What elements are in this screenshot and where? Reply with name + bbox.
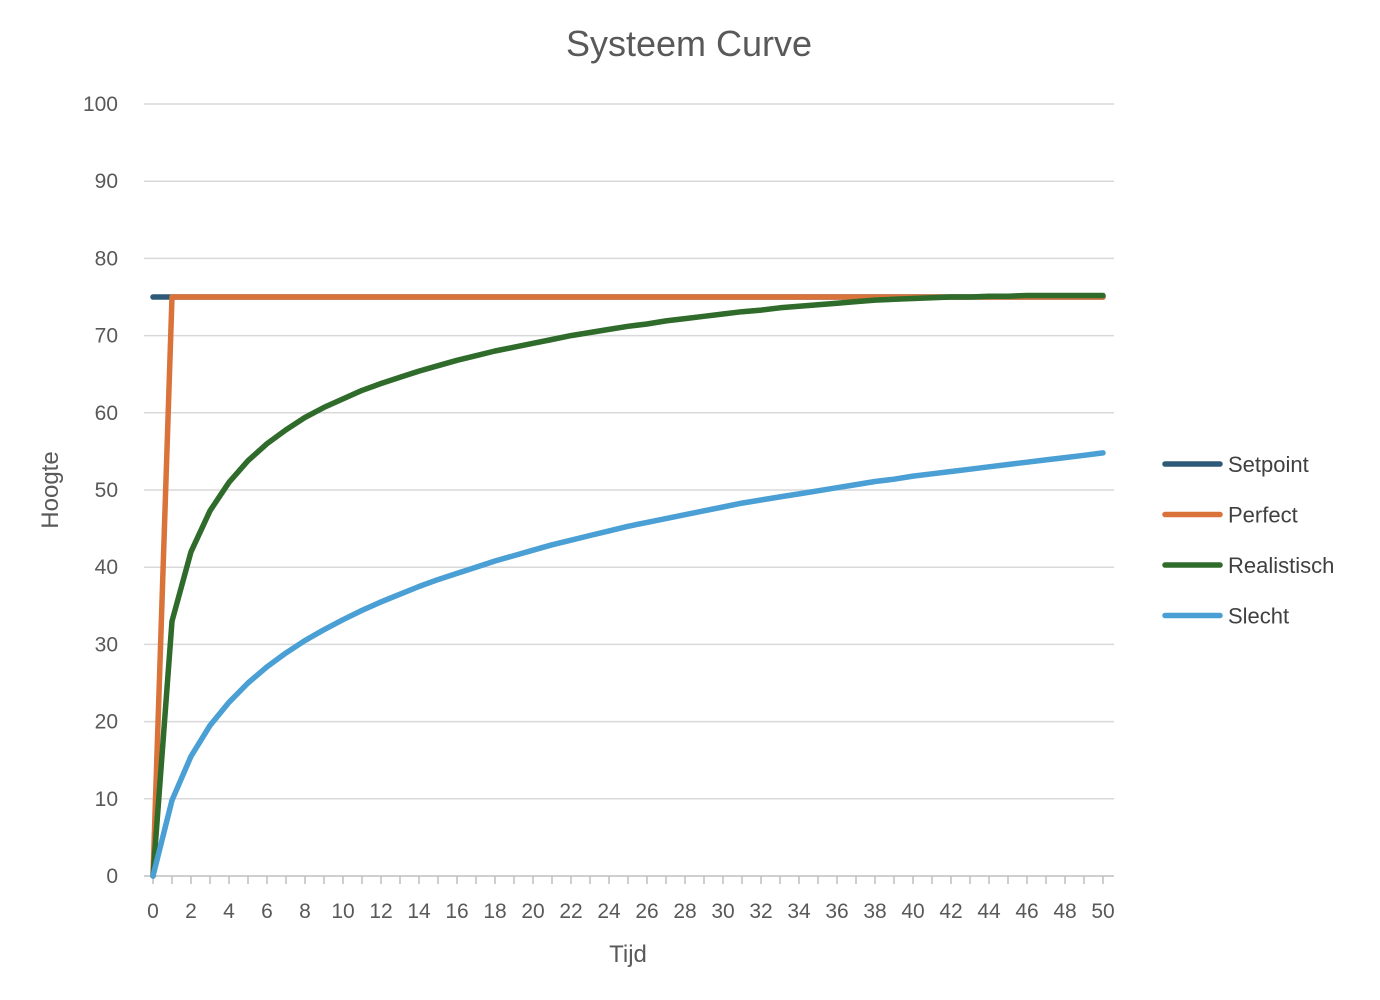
y-tick-label: 40 bbox=[95, 556, 118, 579]
x-tick-label: 38 bbox=[863, 900, 886, 923]
legend: Setpoint Perfect Realistisch Slecht bbox=[1162, 452, 1334, 629]
x-tick-label: 50 bbox=[1091, 900, 1114, 923]
x-tick-label: 32 bbox=[749, 900, 772, 923]
x-tick-label: 20 bbox=[521, 900, 544, 923]
x-tick-label: 36 bbox=[825, 900, 848, 923]
y-axis-label: Hoogte bbox=[37, 451, 64, 528]
y-tick-label: 80 bbox=[95, 247, 118, 270]
y-tick-label: 100 bbox=[83, 93, 118, 116]
x-tick-label: 18 bbox=[483, 900, 506, 923]
y-tick-label: 30 bbox=[95, 633, 118, 656]
x-tick-label: 24 bbox=[597, 900, 621, 923]
x-tick-label: 4 bbox=[223, 900, 235, 923]
x-axis: 0 2 4 6 8 10 12 14 16 18 20 22 24 26 28 30 32 34 36 38 40 42 4… bbox=[144, 875, 1115, 923]
series-layer bbox=[150, 292, 1106, 879]
series-line-perfect bbox=[150, 294, 1106, 879]
x-tick-label: 12 bbox=[369, 900, 392, 923]
y-tick-label: 10 bbox=[95, 788, 118, 811]
series-line-slecht bbox=[150, 450, 1106, 879]
x-tick-label: 10 bbox=[331, 900, 354, 923]
x-tick-label: 6 bbox=[261, 900, 273, 923]
x-tick-label: 14 bbox=[407, 900, 431, 923]
x-tick-label: 0 bbox=[147, 900, 159, 923]
y-tick-label: 0 bbox=[106, 865, 118, 888]
x-tick-label: 30 bbox=[711, 900, 734, 923]
x-tick-label: 48 bbox=[1053, 900, 1076, 923]
y-tick-label: 50 bbox=[95, 479, 118, 502]
chart-title: Systeem Curve bbox=[566, 23, 812, 64]
x-axis-label: Tijd bbox=[609, 941, 647, 968]
x-tick-label: 44 bbox=[977, 900, 1001, 923]
y-tick-label: 90 bbox=[95, 170, 118, 193]
y-tick-label: 70 bbox=[95, 325, 118, 348]
legend-label-realistisch: Realistisch bbox=[1228, 553, 1334, 578]
x-tick-label: 40 bbox=[901, 900, 924, 923]
x-tick-label: 16 bbox=[445, 900, 468, 923]
x-tick-label: 22 bbox=[559, 900, 582, 923]
gridlines bbox=[144, 103, 1114, 800]
x-tick-label: 46 bbox=[1015, 900, 1038, 923]
x-tick-label: 8 bbox=[299, 900, 311, 923]
x-tick-label: 26 bbox=[635, 900, 658, 923]
legend-label-slecht: Slecht bbox=[1228, 604, 1289, 629]
x-tick-label: 42 bbox=[939, 900, 962, 923]
series-line-realistisch bbox=[150, 292, 1106, 879]
x-tick-label: 28 bbox=[673, 900, 696, 923]
y-tick-label: 20 bbox=[95, 711, 118, 734]
y-axis: 0 10 20 30 40 50 60 70 80 90 100 bbox=[83, 93, 118, 888]
legend-label-perfect: Perfect bbox=[1228, 503, 1298, 528]
y-tick-label: 60 bbox=[95, 402, 118, 425]
x-tick-label: 2 bbox=[185, 900, 197, 923]
legend-label-setpoint: Setpoint bbox=[1228, 452, 1309, 477]
x-tick-label: 34 bbox=[787, 900, 811, 923]
